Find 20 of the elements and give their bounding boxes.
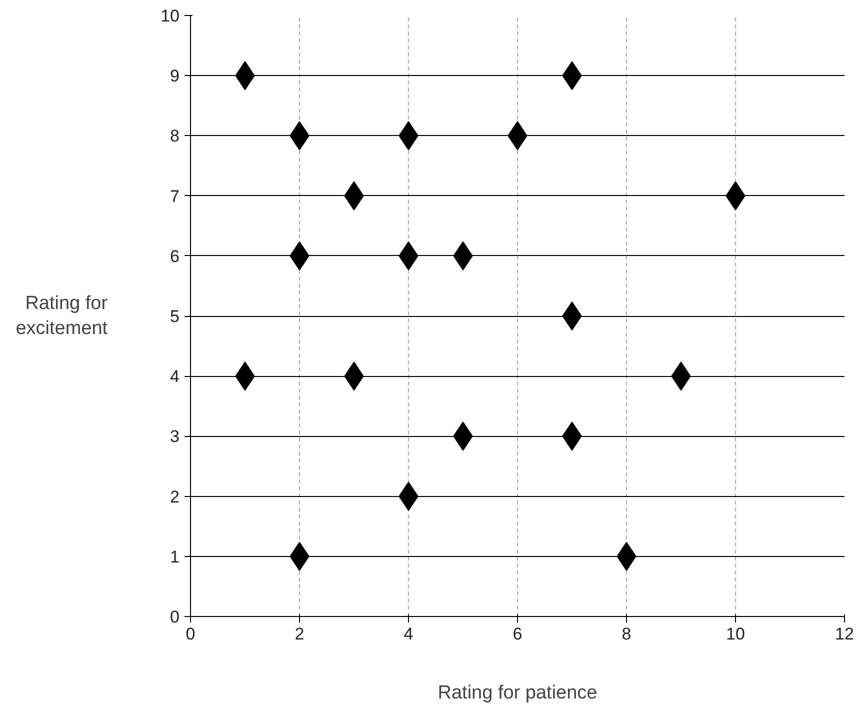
x-tick-label: 0 [186,624,196,644]
x-axis-title: Rating for patience [438,682,598,704]
x-tick-label: 10 [726,624,745,644]
y-tick-label: 10 [160,6,180,26]
y-tick-label: 0 [170,608,180,626]
y-tick-label: 4 [170,367,180,386]
y-tick-label: 5 [170,307,180,326]
x-tick-label: 8 [622,624,632,644]
x-tick-label: 6 [512,624,522,644]
x-tick-label: 4 [404,624,414,644]
y-tick-label: 6 [170,246,180,266]
y-tick-label: 8 [170,126,180,146]
y-axis-title: Rating for excitement [16,292,108,340]
y-tick-label: 9 [170,66,180,86]
x-tick-label: 12 [835,624,854,644]
x-tick-label: 2 [294,624,304,644]
y-tick-label: 1 [170,547,180,566]
y-tick-label: 2 [170,487,180,506]
y-tick-label: 7 [170,186,180,206]
y-tick-label: 3 [170,427,180,446]
